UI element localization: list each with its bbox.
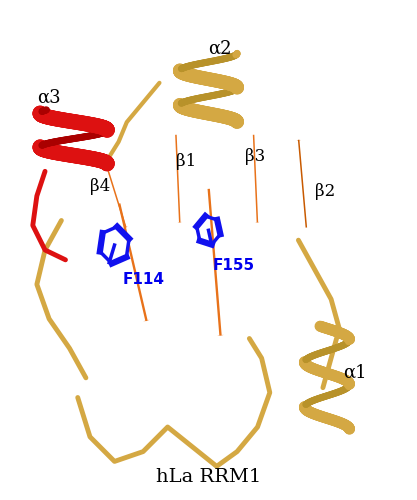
Text: α1: α1	[343, 364, 367, 382]
Text: β2: β2	[315, 183, 335, 200]
Text: β3: β3	[245, 148, 266, 166]
Text: α2: α2	[208, 40, 232, 58]
Text: F114: F114	[123, 272, 165, 287]
Text: β4: β4	[90, 178, 110, 195]
Text: F155: F155	[213, 258, 255, 272]
Text: α3: α3	[37, 88, 60, 106]
Text: β1: β1	[176, 154, 196, 170]
Text: hLa RRM1: hLa RRM1	[156, 468, 261, 486]
